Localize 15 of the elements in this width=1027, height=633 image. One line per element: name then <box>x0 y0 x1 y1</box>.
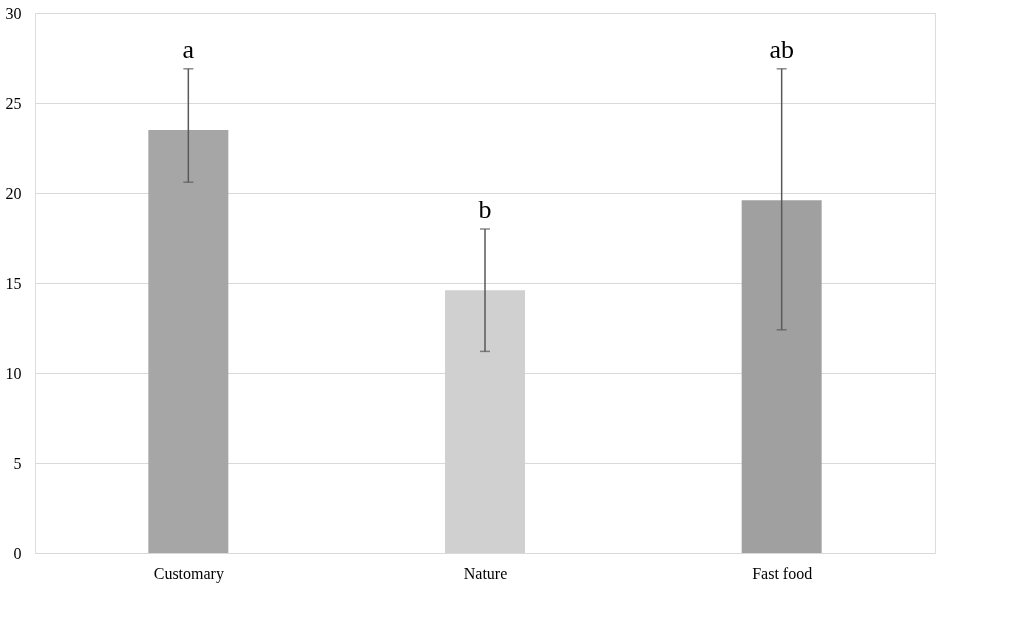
y-tick-label: 5 <box>13 454 22 472</box>
y-tick-label: 20 <box>5 184 22 202</box>
annotation: ab <box>769 34 794 64</box>
x-tick-label: Customary <box>153 564 224 583</box>
annotation: b <box>478 195 492 224</box>
x-tick-label: Fast food <box>752 564 813 582</box>
y-tick-label: 0 <box>13 544 22 562</box>
annotation: a <box>182 34 195 64</box>
x-tick-label: Nature <box>463 564 508 582</box>
y-tick-label: 15 <box>5 274 22 292</box>
y-tick-label: 30 <box>5 4 22 22</box>
y-tick-label: 25 <box>5 94 22 112</box>
bar <box>148 130 229 553</box>
bar <box>741 200 822 553</box>
y-tick-label: 10 <box>5 364 22 382</box>
